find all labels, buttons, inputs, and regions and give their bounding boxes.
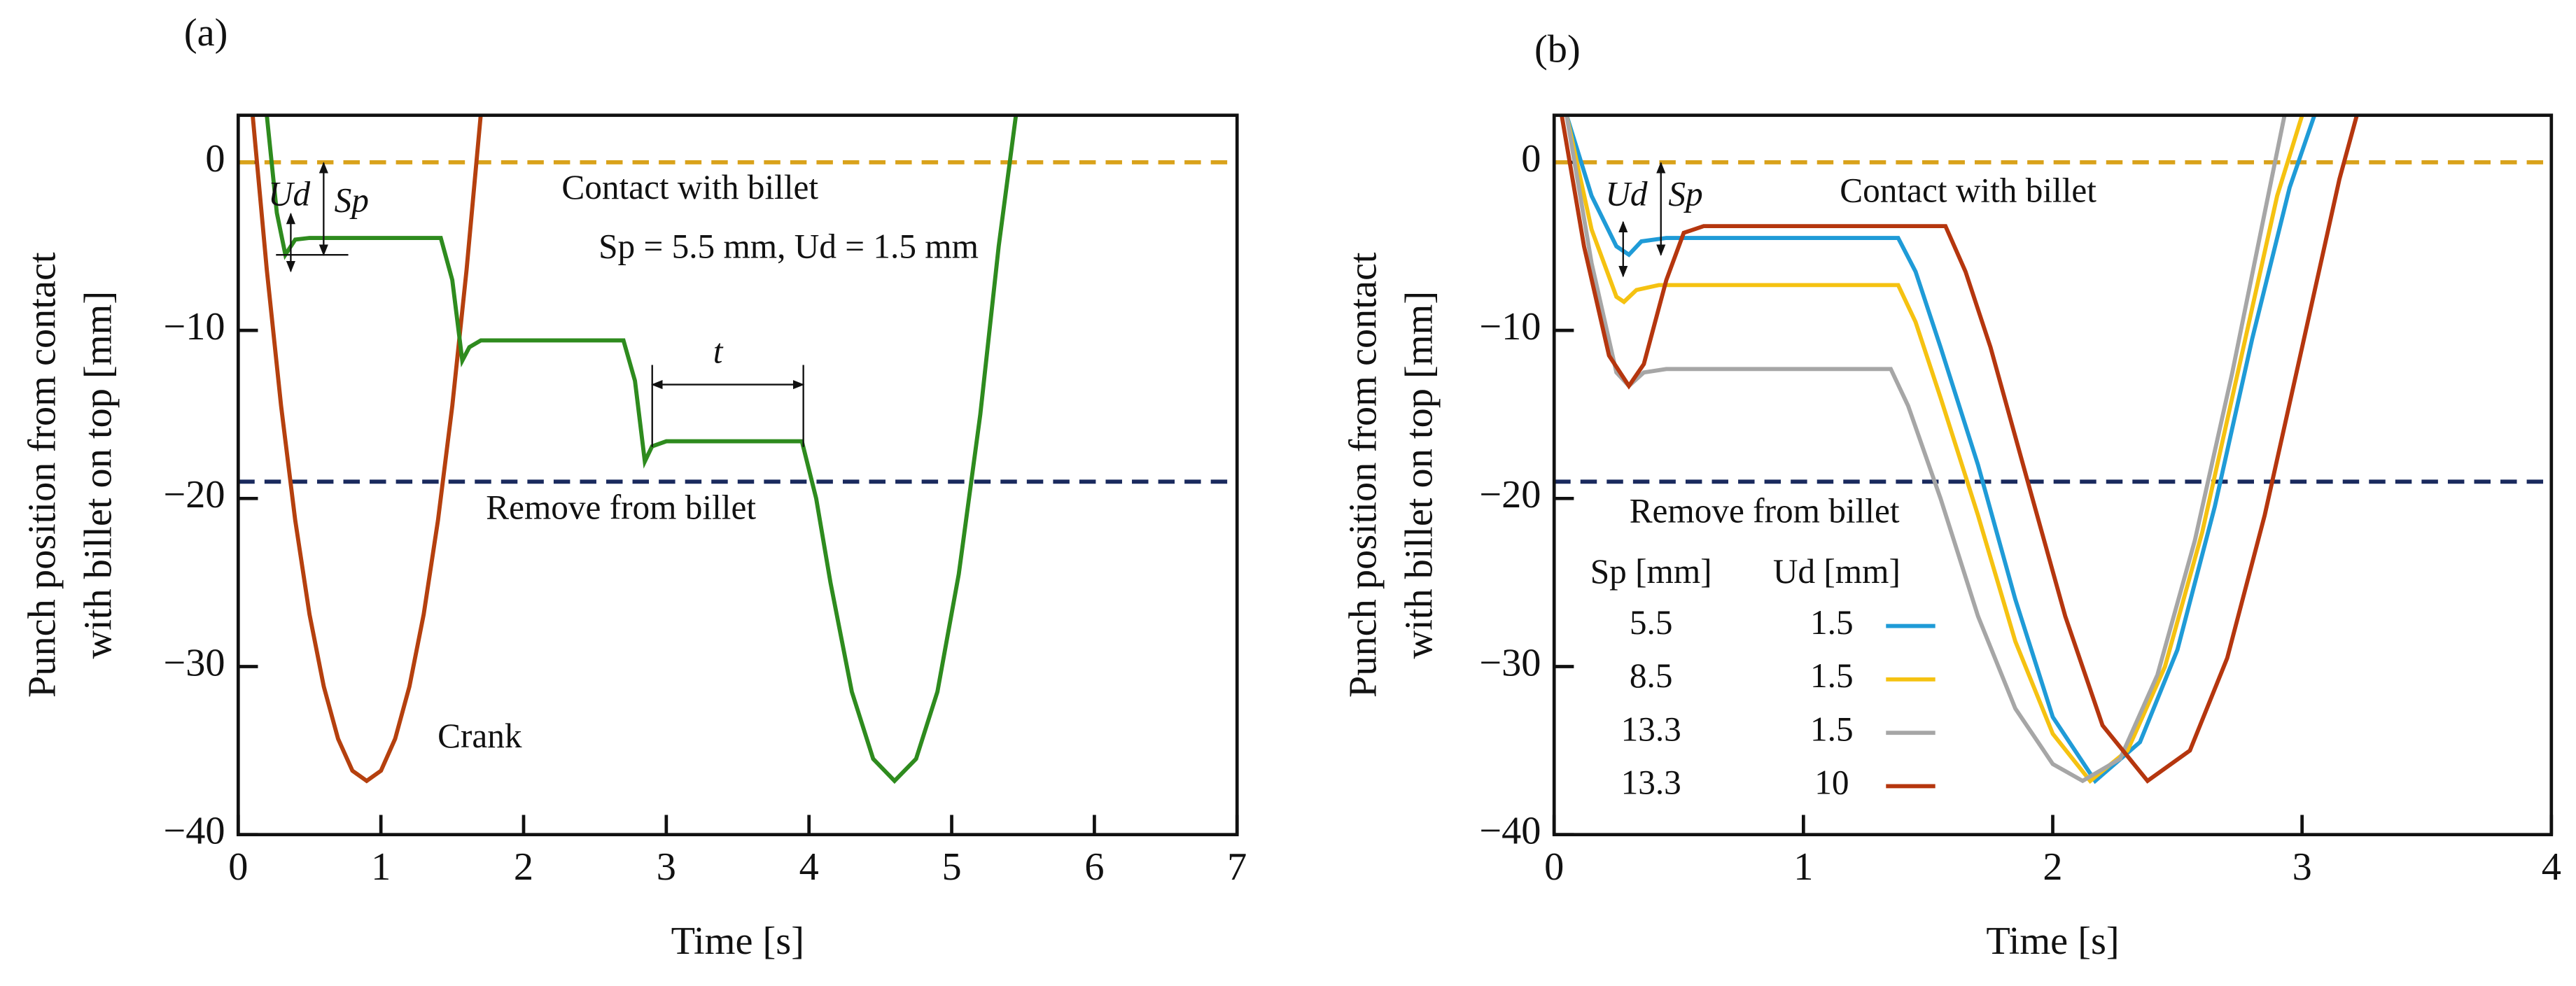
x-axis-label: Time [s] [671, 920, 804, 963]
y-tick-label: −10 [163, 305, 225, 348]
reference-label: Remove from billet [1630, 491, 1900, 530]
series-line [1564, 115, 2304, 784]
x-axis-label: Time [s] [1986, 920, 2119, 963]
x-tick-label: 4 [2542, 845, 2561, 889]
legend-header: Sp [mm] [1590, 552, 1712, 591]
legend-ud: 1.5 [1810, 603, 1854, 642]
x-tick-label: 0 [1544, 845, 1564, 889]
panel-label: (a) [184, 11, 228, 55]
y-tick-label: −30 [1479, 641, 1541, 684]
x-tick-label: 5 [941, 845, 961, 889]
x-tick-label: 7 [1227, 845, 1247, 889]
annotation: Sp [1668, 174, 1702, 213]
legend-header: Ud [mm] [1773, 552, 1900, 591]
legend-ud: 1.5 [1810, 710, 1854, 748]
annotation: Ud [268, 174, 311, 213]
x-tick-label: 4 [799, 845, 819, 889]
legend-sp: 13.3 [1621, 710, 1681, 748]
x-tick-label: 0 [228, 845, 248, 889]
series-line [1564, 115, 2317, 784]
y-tick-label: 0 [205, 137, 225, 181]
y-tick-label: −20 [1479, 473, 1541, 516]
y-axis-label: with billet on top [mm] [76, 291, 120, 659]
y-tick-label: 0 [1521, 137, 1541, 181]
legend-ud: 10 [1814, 763, 1849, 802]
annotation: Crank [438, 717, 522, 755]
annotation: t [713, 332, 724, 371]
x-tick-label: 1 [1793, 845, 1813, 889]
y-tick-label: −20 [163, 473, 225, 516]
x-tick-label: 2 [2043, 845, 2062, 889]
x-tick-label: 6 [1084, 845, 1104, 889]
reference-label: Contact with billet [561, 168, 818, 206]
annotation: Ud [1605, 174, 1648, 213]
axes-frame [1552, 113, 2554, 837]
x-tick-label: 3 [657, 845, 676, 889]
y-tick-label: −40 [1479, 810, 1541, 853]
series-line [265, 115, 1018, 784]
axes-frame [236, 113, 1239, 837]
y-axis-label: with billet on top [mm] [1397, 291, 1441, 659]
legend-sp: 13.3 [1621, 763, 1681, 802]
plot-area [1560, 115, 2359, 784]
y-axis-label: Punch position from contact [1342, 252, 1385, 698]
x-tick-label: 1 [371, 845, 391, 889]
legend-sp: 8.5 [1630, 656, 1673, 695]
x-tick-label: 3 [2292, 845, 2312, 889]
y-tick-label: −10 [1479, 305, 1541, 348]
legend-sp: 5.5 [1630, 603, 1673, 642]
legend-ud: 1.5 [1810, 656, 1854, 695]
annotation: Sp = 5.5 mm, Ud = 1.5 mm [598, 227, 979, 265]
x-tick-label: 2 [514, 845, 533, 889]
panel-label: (b) [1534, 27, 1581, 71]
series-line [1560, 115, 2359, 784]
y-tick-label: −40 [163, 810, 225, 853]
y-tick-label: −30 [163, 641, 225, 684]
series-line [250, 115, 483, 784]
y-axis-label: Punch position from contact [21, 252, 64, 698]
reference-label: Remove from billet [486, 488, 756, 527]
reference-label: Contact with billet [1840, 171, 2096, 210]
annotation: Sp [335, 181, 369, 220]
